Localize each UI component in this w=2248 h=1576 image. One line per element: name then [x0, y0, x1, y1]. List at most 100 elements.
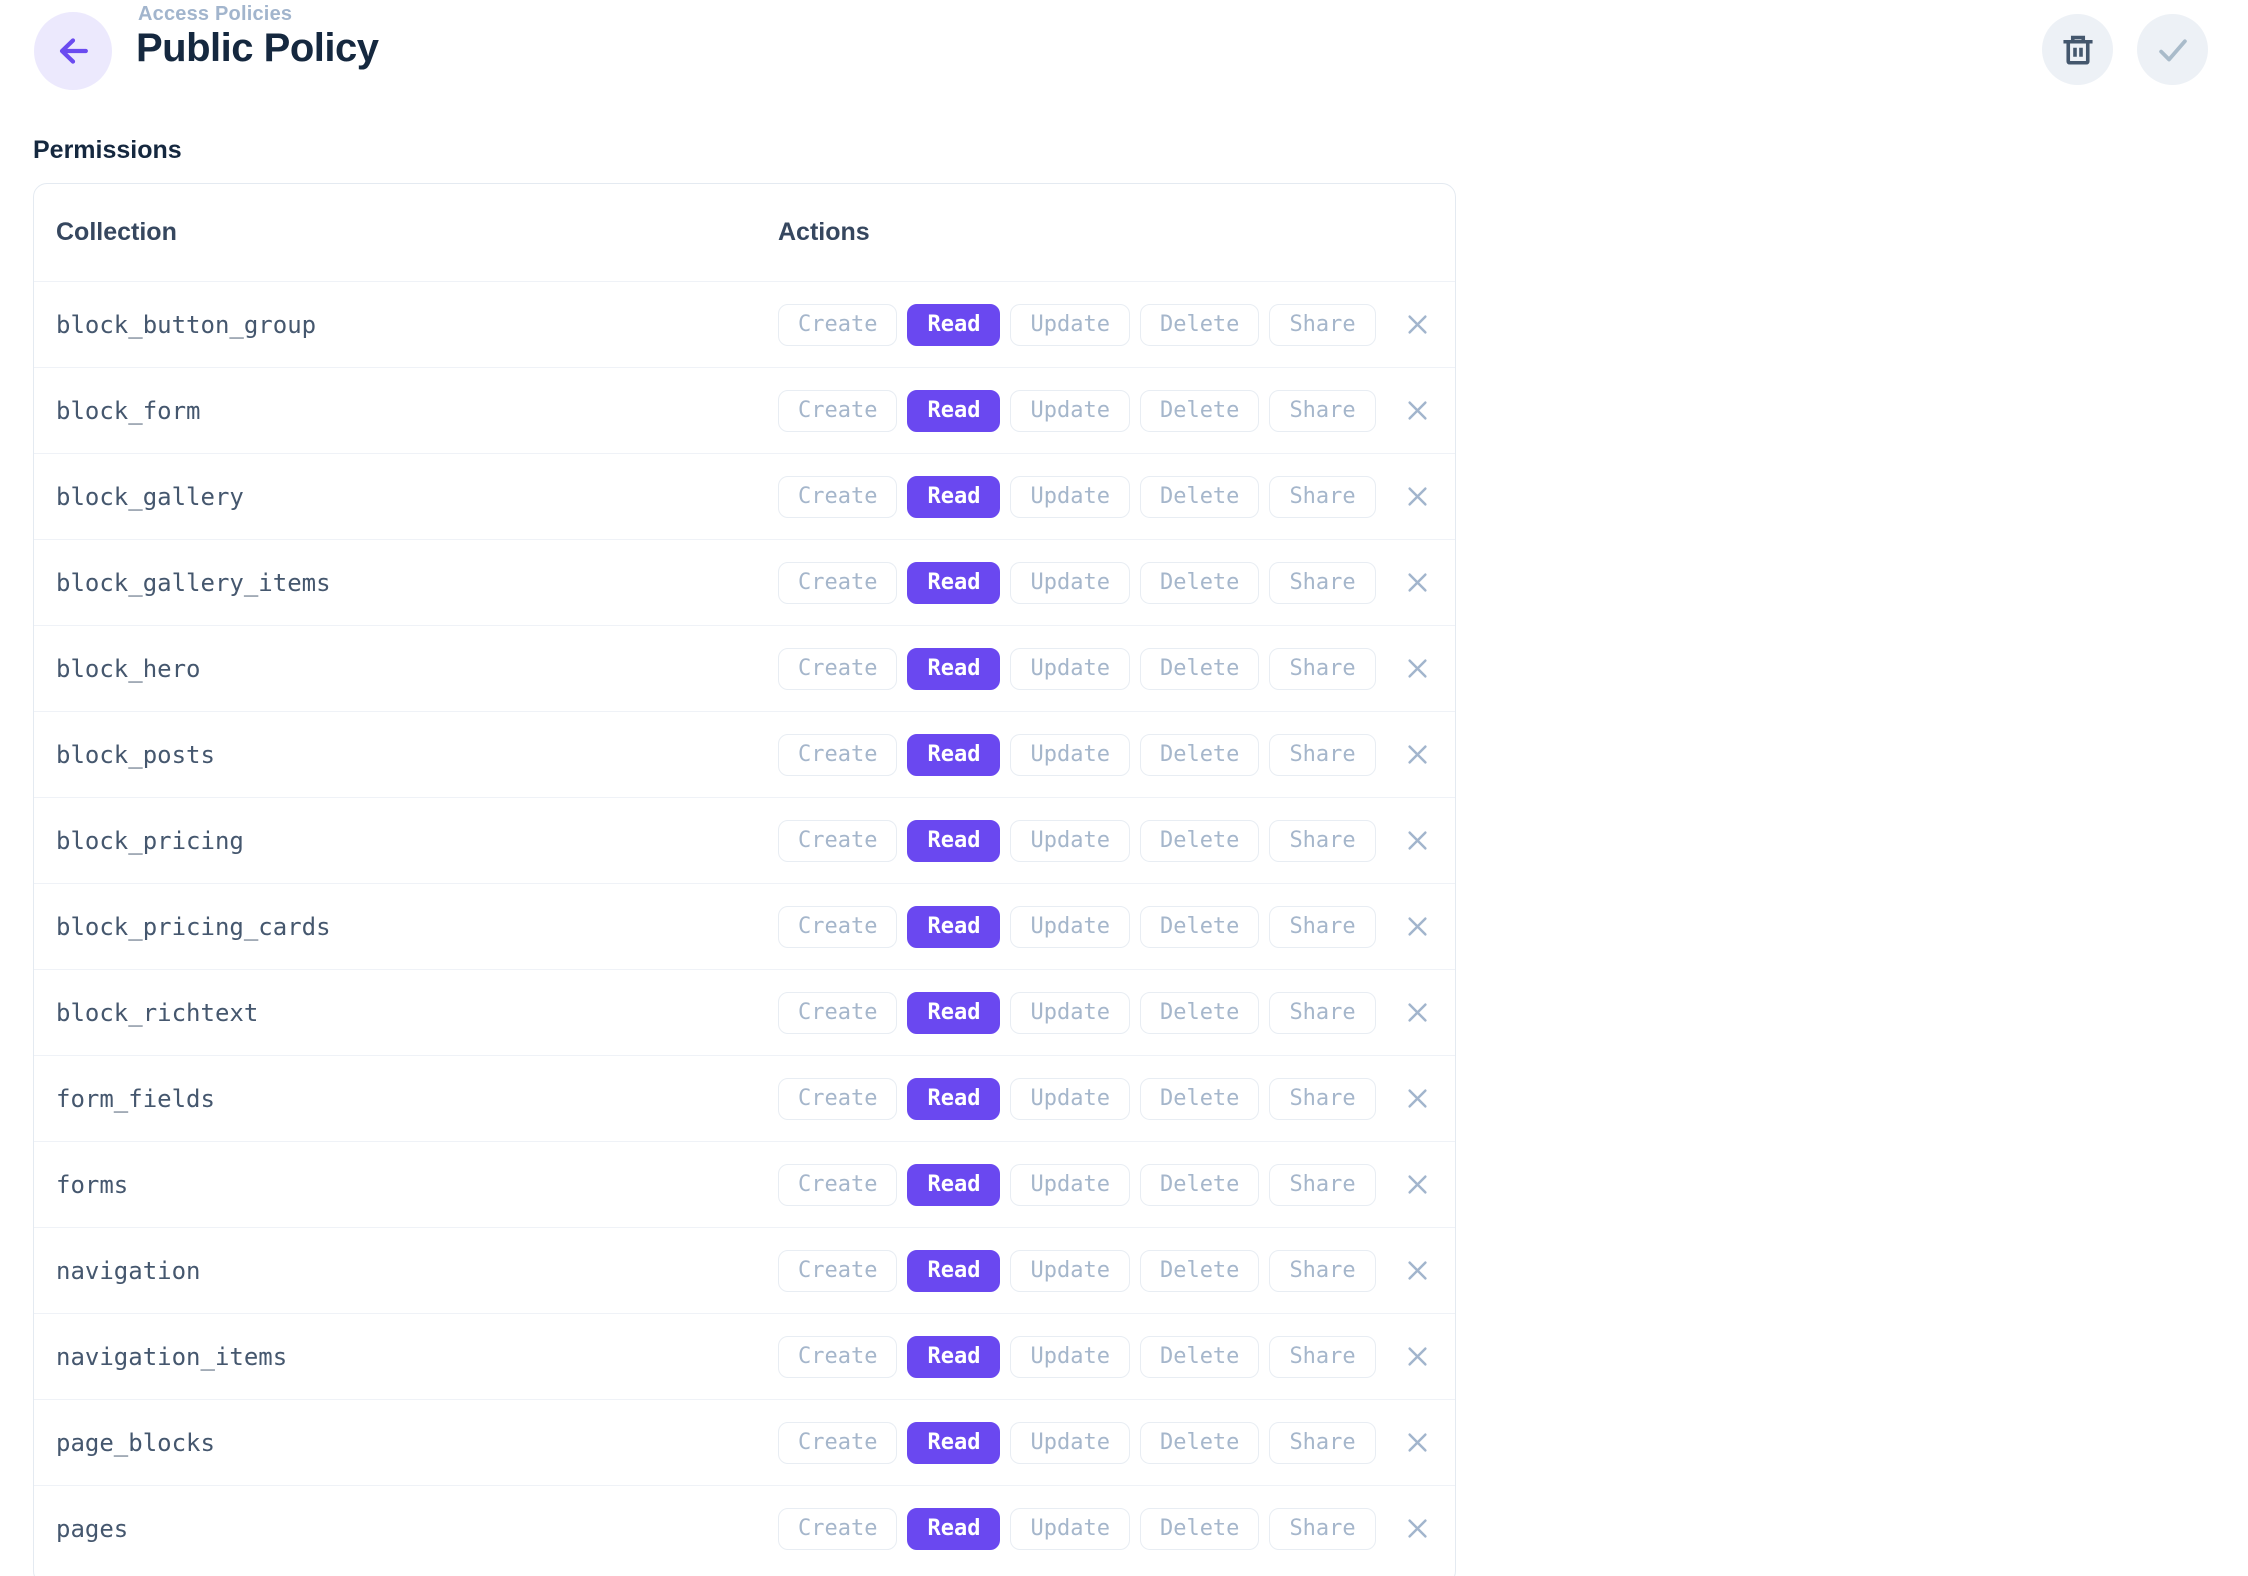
action-toggle-delete[interactable]: Delete — [1139, 1335, 1260, 1378]
remove-permission-button[interactable] — [1403, 396, 1433, 426]
action-toggle-create[interactable]: Create — [778, 819, 898, 862]
action-toggle-delete[interactable]: Delete — [1139, 475, 1260, 518]
action-toggle-create[interactable]: Create — [778, 1249, 898, 1292]
action-toggle-share[interactable]: Share — [1269, 389, 1376, 432]
remove-permission-button[interactable] — [1403, 1170, 1433, 1200]
action-toggle-create[interactable]: Create — [778, 733, 898, 776]
action-toggle-read[interactable]: Read — [907, 475, 1001, 518]
remove-permission-button[interactable] — [1403, 826, 1433, 856]
action-toggle-update[interactable]: Update — [1010, 1249, 1130, 1292]
action-toggle-create[interactable]: Create — [778, 1077, 898, 1120]
action-toggle-create[interactable]: Create — [778, 647, 898, 690]
action-toggle-read[interactable]: Read — [907, 561, 1001, 604]
action-toggle-create[interactable]: Create — [778, 1163, 898, 1206]
action-toggle-update[interactable]: Update — [1010, 905, 1130, 948]
remove-permission-button[interactable] — [1403, 1084, 1433, 1114]
action-toggle-delete[interactable]: Delete — [1139, 1249, 1260, 1292]
action-toggle-delete[interactable]: Delete — [1139, 1077, 1260, 1120]
action-toggle-share[interactable]: Share — [1269, 303, 1376, 346]
remove-permission-button[interactable] — [1403, 1342, 1433, 1372]
action-toggle-read[interactable]: Read — [907, 1249, 1001, 1292]
action-toggle-create[interactable]: Create — [778, 389, 898, 432]
action-toggle-share[interactable]: Share — [1269, 1249, 1376, 1292]
action-toggle-read[interactable]: Read — [907, 1421, 1001, 1464]
action-toggle-create[interactable]: Create — [778, 475, 898, 518]
action-toggle-share[interactable]: Share — [1269, 647, 1376, 690]
action-toggle-delete[interactable]: Delete — [1139, 561, 1260, 604]
action-toggle-update[interactable]: Update — [1010, 1421, 1130, 1464]
action-toggle-read[interactable]: Read — [907, 389, 1001, 432]
remove-permission-button[interactable] — [1403, 482, 1433, 512]
action-toggle-update[interactable]: Update — [1010, 1507, 1130, 1550]
action-toggle-create[interactable]: Create — [778, 303, 898, 346]
action-toggle-delete[interactable]: Delete — [1139, 647, 1260, 690]
action-toggle-create[interactable]: Create — [778, 1335, 898, 1378]
action-toggle-create[interactable]: Create — [778, 991, 898, 1034]
action-toggle-read[interactable]: Read — [907, 991, 1001, 1034]
action-toggle-read[interactable]: Read — [907, 1335, 1001, 1378]
action-toggle-update[interactable]: Update — [1010, 1163, 1130, 1206]
collection-name: block_posts — [56, 740, 215, 769]
action-toggle-share[interactable]: Share — [1269, 819, 1376, 862]
action-toggle-create[interactable]: Create — [778, 1507, 898, 1550]
save-policy-button[interactable] — [2137, 14, 2208, 85]
actions-cell: Create Read Update Delete Share — [778, 1421, 1433, 1464]
action-toggle-read[interactable]: Read — [907, 303, 1001, 346]
action-toggle-update[interactable]: Update — [1010, 733, 1130, 776]
action-toggle-create[interactable]: Create — [778, 561, 898, 604]
x-icon — [1404, 1515, 1431, 1542]
remove-permission-button[interactable] — [1403, 654, 1433, 684]
remove-permission-button[interactable] — [1403, 568, 1433, 598]
action-toggle-delete[interactable]: Delete — [1139, 991, 1260, 1034]
action-toggle-delete[interactable]: Delete — [1139, 389, 1260, 432]
action-toggle-share[interactable]: Share — [1269, 1077, 1376, 1120]
action-toggle-update[interactable]: Update — [1010, 991, 1130, 1034]
remove-permission-button[interactable] — [1403, 310, 1433, 340]
action-toggle-create[interactable]: Create — [778, 905, 898, 948]
action-toggle-share[interactable]: Share — [1269, 733, 1376, 776]
action-toggle-share[interactable]: Share — [1269, 1163, 1376, 1206]
action-toggle-share[interactable]: Share — [1269, 1421, 1376, 1464]
action-toggle-share[interactable]: Share — [1269, 561, 1376, 604]
action-toggle-read[interactable]: Read — [907, 905, 1001, 948]
action-toggle-read[interactable]: Read — [907, 733, 1001, 776]
action-toggle-update[interactable]: Update — [1010, 647, 1130, 690]
remove-permission-button[interactable] — [1403, 1514, 1433, 1544]
collection-name: navigation — [56, 1256, 201, 1285]
action-toggle-update[interactable]: Update — [1010, 1077, 1130, 1120]
action-toggle-create[interactable]: Create — [778, 1421, 898, 1464]
back-button[interactable] — [34, 12, 112, 90]
action-toggle-delete[interactable]: Delete — [1139, 1507, 1260, 1550]
collection-name: form_fields — [56, 1084, 215, 1113]
remove-permission-button[interactable] — [1403, 912, 1433, 942]
table-row: block_richtext Create Read Update Delete Shar… — [34, 969, 1455, 1055]
breadcrumb[interactable]: Access Policies — [138, 3, 293, 25]
action-toggle-read[interactable]: Read — [907, 819, 1001, 862]
action-toggle-delete[interactable]: Delete — [1139, 819, 1260, 862]
action-toggle-share[interactable]: Share — [1269, 475, 1376, 518]
delete-policy-button[interactable] — [2042, 14, 2113, 85]
action-toggle-share[interactable]: Share — [1269, 905, 1376, 948]
remove-permission-button[interactable] — [1403, 998, 1433, 1028]
action-toggle-share[interactable]: Share — [1269, 1507, 1376, 1550]
action-toggle-read[interactable]: Read — [907, 1077, 1001, 1120]
action-toggle-delete[interactable]: Delete — [1139, 733, 1260, 776]
action-toggle-delete[interactable]: Delete — [1139, 1421, 1260, 1464]
action-toggle-delete[interactable]: Delete — [1139, 303, 1260, 346]
action-toggle-update[interactable]: Update — [1010, 303, 1130, 346]
action-toggle-update[interactable]: Update — [1010, 475, 1130, 518]
action-toggle-read[interactable]: Read — [907, 647, 1001, 690]
action-toggle-update[interactable]: Update — [1010, 819, 1130, 862]
remove-permission-button[interactable] — [1403, 1428, 1433, 1458]
remove-permission-button[interactable] — [1403, 740, 1433, 770]
remove-permission-button[interactable] — [1403, 1256, 1433, 1286]
action-toggle-delete[interactable]: Delete — [1139, 1163, 1260, 1206]
action-toggle-update[interactable]: Update — [1010, 561, 1130, 604]
action-toggle-read[interactable]: Read — [907, 1163, 1001, 1206]
action-toggle-read[interactable]: Read — [907, 1507, 1001, 1550]
action-toggle-delete[interactable]: Delete — [1139, 905, 1260, 948]
action-toggle-update[interactable]: Update — [1010, 389, 1130, 432]
action-toggle-share[interactable]: Share — [1269, 991, 1376, 1034]
action-toggle-share[interactable]: Share — [1269, 1335, 1376, 1378]
action-toggle-update[interactable]: Update — [1010, 1335, 1130, 1378]
